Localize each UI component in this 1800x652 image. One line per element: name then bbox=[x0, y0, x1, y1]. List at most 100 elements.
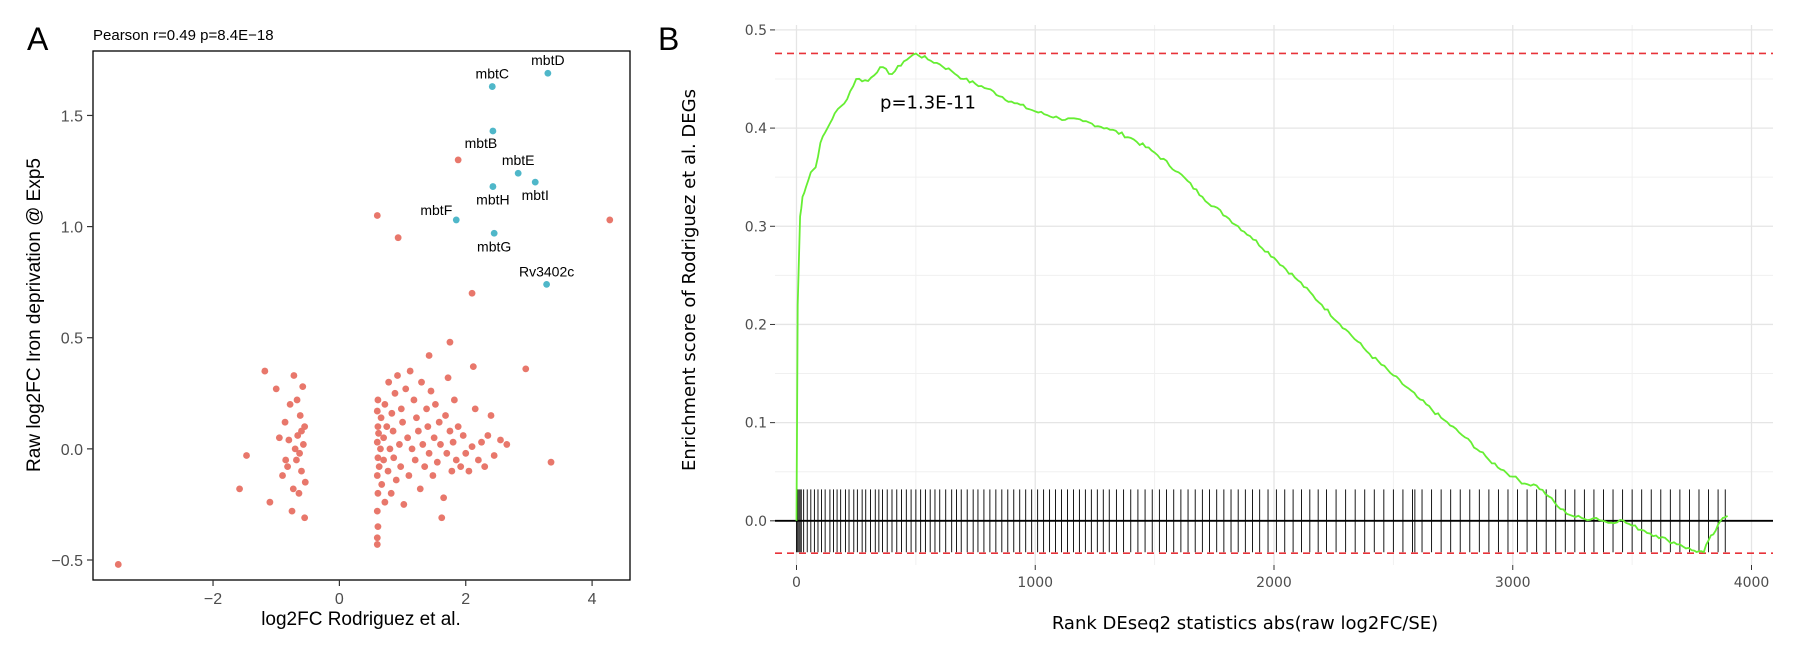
data-point bbox=[433, 458, 441, 466]
data-point bbox=[279, 472, 286, 479]
data-point bbox=[468, 289, 476, 297]
data-point bbox=[414, 427, 422, 435]
labeled-data-point bbox=[452, 216, 460, 224]
panel-a-y-axis-title: Raw log2FC Iron deprivation @ Exp5 bbox=[24, 158, 45, 472]
data-point bbox=[410, 396, 418, 404]
data-point bbox=[471, 405, 479, 413]
data-point bbox=[374, 423, 382, 431]
panel-b-y-tick-label: 0.0 bbox=[745, 514, 767, 530]
panel-b-x-axis-title: Rank DEseq2 statistics abs(raw log2FC/SE… bbox=[1052, 613, 1438, 634]
data-point bbox=[291, 445, 299, 453]
gene-label: mbtH bbox=[476, 192, 509, 208]
data-point bbox=[377, 414, 385, 422]
panel-a-y-tick-label: 0.0 bbox=[61, 442, 83, 459]
gene-label: mbtD bbox=[531, 52, 564, 68]
panel-a-plot-frame bbox=[92, 50, 631, 581]
data-point bbox=[390, 454, 398, 462]
labeled-data-point bbox=[514, 169, 522, 177]
data-point bbox=[293, 396, 301, 404]
panel-b-x-tick-label: 0 bbox=[792, 575, 801, 591]
panel-b-label: B bbox=[658, 21, 679, 57]
data-point bbox=[547, 458, 555, 466]
labeled-data-point bbox=[543, 280, 551, 288]
data-point bbox=[373, 438, 381, 446]
data-point bbox=[490, 452, 498, 459]
data-point bbox=[380, 434, 388, 442]
data-point bbox=[421, 463, 429, 471]
panel-b-y-tick-label: 0.5 bbox=[745, 23, 767, 39]
data-point bbox=[386, 445, 394, 453]
panel-b-grid bbox=[775, 25, 1773, 565]
data-point bbox=[454, 156, 462, 164]
data-point bbox=[389, 427, 397, 435]
data-point bbox=[288, 507, 296, 515]
data-point bbox=[373, 212, 381, 219]
data-point bbox=[289, 485, 297, 493]
panel-a-y-tick-label: 0.5 bbox=[61, 331, 83, 348]
data-point bbox=[299, 441, 307, 448]
panel-b-x-tick-label: 3000 bbox=[1495, 575, 1531, 591]
data-point bbox=[449, 438, 457, 446]
data-point bbox=[387, 489, 395, 497]
data-point bbox=[392, 476, 400, 484]
data-point bbox=[375, 463, 383, 471]
data-point bbox=[281, 418, 289, 426]
data-point bbox=[446, 338, 454, 346]
data-point bbox=[469, 363, 477, 371]
data-point bbox=[296, 449, 303, 457]
data-point bbox=[375, 429, 382, 437]
panel-b-y-tick-label: 0.3 bbox=[745, 219, 767, 235]
data-point bbox=[522, 365, 530, 373]
data-point bbox=[432, 401, 439, 408]
gene-label: mbtF bbox=[420, 202, 452, 218]
data-point bbox=[457, 463, 465, 471]
data-point bbox=[391, 389, 399, 397]
panel-b-x-tick-label: 2000 bbox=[1256, 575, 1292, 591]
data-point bbox=[606, 216, 614, 224]
data-point bbox=[282, 456, 290, 464]
data-point bbox=[427, 387, 435, 395]
panel-b-x-tick-label: 4000 bbox=[1734, 575, 1770, 591]
data-point bbox=[374, 523, 382, 531]
data-point bbox=[446, 427, 454, 435]
gene-label: mbtI bbox=[522, 187, 549, 203]
data-point bbox=[298, 467, 305, 475]
data-point bbox=[388, 409, 396, 417]
data-point bbox=[399, 418, 406, 426]
data-point bbox=[397, 463, 405, 471]
panel-a-x-tick-label: −2 bbox=[204, 591, 222, 608]
panel-b-y-tick-label: 0.1 bbox=[745, 416, 767, 432]
data-point bbox=[397, 405, 405, 413]
panel-a-y-tick-label: 1.5 bbox=[61, 108, 83, 125]
data-point bbox=[290, 372, 298, 379]
data-point bbox=[383, 423, 391, 431]
data-point bbox=[293, 456, 300, 464]
data-point bbox=[411, 456, 419, 464]
data-point bbox=[405, 472, 413, 479]
data-point bbox=[462, 449, 470, 457]
data-point bbox=[380, 456, 388, 464]
data-point bbox=[236, 485, 243, 493]
data-point bbox=[413, 414, 420, 422]
data-point bbox=[425, 352, 433, 359]
data-point bbox=[416, 485, 424, 493]
data-point bbox=[452, 456, 460, 464]
panel-a: A Pearson r=0.49 p=8.4E−18 −2 0 2 4 −0.5 0.0 0… bbox=[24, 21, 631, 630]
panel-a-axes: −2 0 2 4 −0.5 0.0 0.5 1.0 1.5 bbox=[51, 108, 596, 608]
data-point bbox=[450, 396, 458, 404]
data-point bbox=[474, 456, 482, 464]
data-point bbox=[275, 434, 283, 442]
panel-a-x-tick-label: 4 bbox=[588, 591, 597, 608]
data-point bbox=[484, 432, 492, 439]
data-point bbox=[261, 367, 269, 375]
labeled-data-point bbox=[489, 127, 497, 135]
gene-label: Rv3402c bbox=[519, 263, 574, 279]
data-point bbox=[373, 407, 381, 415]
panel-b-axes: 0 1000 2000 3000 4000 0.0 0.1 0.2 0.3 0.4 0.5 bbox=[745, 23, 1770, 591]
data-point bbox=[272, 385, 280, 393]
data-point bbox=[385, 378, 393, 386]
data-point bbox=[438, 514, 446, 522]
data-point bbox=[503, 441, 511, 448]
panel-b-x-tick-label: 1000 bbox=[1017, 575, 1053, 591]
